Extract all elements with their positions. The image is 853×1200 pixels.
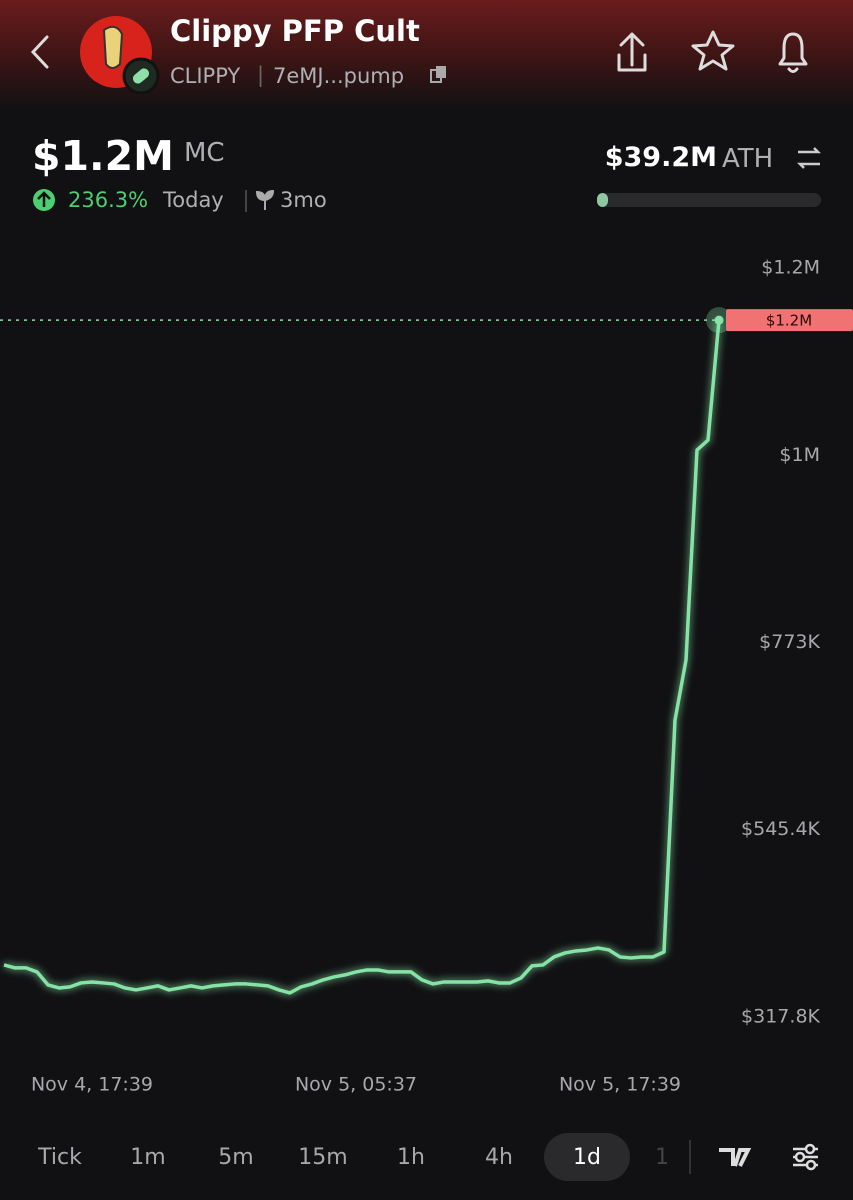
copy-icon-back [436,66,446,78]
market-cap: $1.2M [32,132,174,180]
timeframe-button[interactable]: 1d [573,1145,601,1170]
change-percent: 236.3% [68,188,149,212]
current-price-dot [714,315,724,325]
timeframe-button[interactable]: 1h [397,1145,425,1170]
change-period: Today [163,188,224,212]
current-price-tag [726,309,853,332]
settings-button[interactable] [793,1143,818,1171]
back-button[interactable] [30,35,49,69]
token-age: 3mo [280,188,327,212]
price-line [3,319,721,995]
timeframe-button[interactable]: 5m [218,1145,253,1170]
favorite-button[interactable] [691,30,735,71]
token-name: Clippy PFP Cult [170,14,420,48]
market-cap-label: MC [184,138,225,168]
y-tick-label: $1.2M [761,257,820,279]
age-icon [255,189,275,210]
tradingview-button[interactable] [719,1148,752,1167]
timeframe-button[interactable]: 15m [298,1145,347,1170]
token-address[interactable]: 7eMJ...pump [273,64,405,88]
y-tick-label: $545.4K [741,818,820,840]
ath-value: $39.2M [604,142,717,173]
timeframe-selected [544,1133,630,1181]
current-price-label: $1.2M [766,312,812,330]
badge-pill [132,68,150,84]
change-arrow [37,191,51,207]
alert-button[interactable] [778,32,808,73]
ath-label: ATH [722,144,774,174]
y-tick-label: $317.8K [741,1005,820,1027]
timeframe-button[interactable]: 1 [655,1145,669,1170]
swap-button[interactable] [796,147,822,169]
timeframe-button[interactable]: Tick [37,1145,82,1170]
token-ticker: CLIPPY [170,64,241,88]
share-button[interactable] [617,32,647,72]
timeframe-button[interactable]: 1m [130,1145,165,1170]
ath-progress-fill [597,193,608,207]
y-tick-label: $773K [759,631,820,653]
x-tick-label: Nov 5, 05:37 [295,1074,417,1096]
avatar-clippy [102,25,124,69]
timeframe-button[interactable]: 4h [485,1145,513,1170]
ath-progress-track [597,193,821,207]
x-tick-label: Nov 4, 17:39 [31,1074,153,1096]
separator: | [257,63,265,87]
x-tick-label: Nov 5, 17:39 [559,1074,681,1096]
y-tick-label: $1M [779,444,820,466]
